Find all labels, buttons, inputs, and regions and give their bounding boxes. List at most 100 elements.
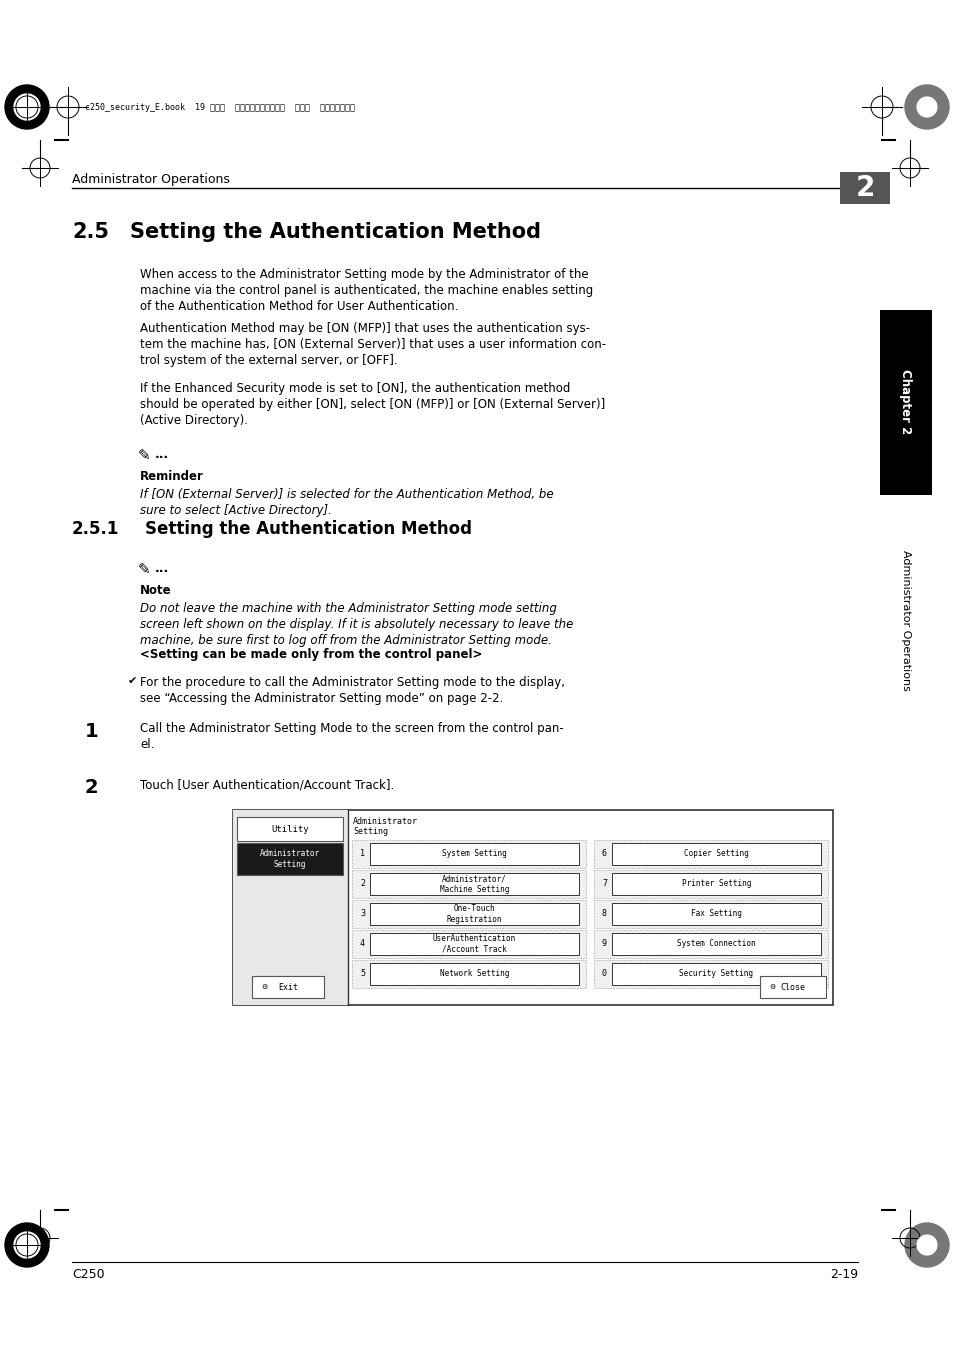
Text: 2.5: 2.5 bbox=[71, 221, 109, 242]
FancyBboxPatch shape bbox=[370, 842, 578, 865]
Text: Administrator/
Machine Setting: Administrator/ Machine Setting bbox=[439, 875, 509, 894]
FancyBboxPatch shape bbox=[233, 810, 832, 1004]
Text: Fax Setting: Fax Setting bbox=[690, 910, 741, 918]
Text: machine via the control panel is authenticated, the machine enables setting: machine via the control panel is authent… bbox=[140, 284, 593, 297]
FancyBboxPatch shape bbox=[352, 869, 585, 898]
Text: of the Authentication Method for User Authentication.: of the Authentication Method for User Au… bbox=[140, 300, 457, 313]
Text: Chapter 2: Chapter 2 bbox=[899, 370, 911, 435]
FancyBboxPatch shape bbox=[760, 976, 825, 998]
Text: Call the Administrator Setting Mode to the screen from the control pan-: Call the Administrator Setting Mode to t… bbox=[140, 722, 563, 734]
Text: 5: 5 bbox=[359, 969, 365, 979]
Text: Copier Setting: Copier Setting bbox=[683, 849, 748, 859]
Text: C250: C250 bbox=[71, 1268, 105, 1281]
FancyBboxPatch shape bbox=[352, 930, 585, 958]
FancyBboxPatch shape bbox=[352, 840, 585, 868]
Text: Administrator Operations: Administrator Operations bbox=[900, 549, 910, 690]
Text: 0: 0 bbox=[601, 969, 606, 979]
Text: When access to the Administrator Setting mode by the Administrator of the: When access to the Administrator Setting… bbox=[140, 269, 588, 281]
FancyBboxPatch shape bbox=[840, 171, 889, 204]
FancyBboxPatch shape bbox=[612, 963, 821, 986]
Text: <Setting can be made only from the control panel>: <Setting can be made only from the contr… bbox=[140, 648, 482, 662]
Text: Do not leave the machine with the Administrator Setting mode setting: Do not leave the machine with the Admini… bbox=[140, 602, 557, 616]
FancyBboxPatch shape bbox=[352, 960, 585, 988]
Circle shape bbox=[5, 1223, 49, 1268]
Text: c250_security_E.book  19 ページ  ２００７年４月１１日  水曜日  午前１１時２分: c250_security_E.book 19 ページ ２００７年４月１１日 水… bbox=[85, 103, 355, 112]
FancyBboxPatch shape bbox=[612, 903, 821, 925]
Text: 6: 6 bbox=[601, 849, 606, 859]
Text: Administrator Operations: Administrator Operations bbox=[71, 173, 230, 186]
Text: Touch [User Authentication/Account Track].: Touch [User Authentication/Account Track… bbox=[140, 778, 394, 791]
FancyBboxPatch shape bbox=[370, 873, 578, 895]
Circle shape bbox=[916, 97, 936, 117]
FancyBboxPatch shape bbox=[612, 842, 821, 865]
FancyBboxPatch shape bbox=[612, 873, 821, 895]
Text: Close: Close bbox=[780, 983, 804, 991]
Text: Network Setting: Network Setting bbox=[439, 969, 509, 979]
FancyBboxPatch shape bbox=[233, 810, 348, 1004]
Circle shape bbox=[904, 85, 948, 130]
Text: ⚙: ⚙ bbox=[261, 984, 267, 990]
Text: Setting: Setting bbox=[353, 828, 388, 836]
FancyBboxPatch shape bbox=[370, 903, 578, 925]
Circle shape bbox=[916, 1235, 936, 1256]
Text: tem the machine has, [ON (External Server)] that uses a user information con-: tem the machine has, [ON (External Serve… bbox=[140, 338, 605, 351]
Text: UserAuthentication
/Account Track: UserAuthentication /Account Track bbox=[433, 934, 516, 953]
Text: 1: 1 bbox=[359, 849, 365, 859]
Text: (Active Directory).: (Active Directory). bbox=[140, 414, 248, 427]
Text: 8: 8 bbox=[601, 910, 606, 918]
FancyBboxPatch shape bbox=[612, 933, 821, 954]
Text: ✎: ✎ bbox=[138, 448, 151, 463]
Text: ...: ... bbox=[154, 448, 169, 460]
Text: Administrator
Setting: Administrator Setting bbox=[259, 849, 319, 869]
FancyBboxPatch shape bbox=[594, 869, 827, 898]
Text: 7: 7 bbox=[601, 879, 606, 888]
FancyBboxPatch shape bbox=[594, 900, 827, 927]
Text: Security Setting: Security Setting bbox=[679, 969, 753, 979]
Text: 2-19: 2-19 bbox=[829, 1268, 857, 1281]
Text: 2.5.1: 2.5.1 bbox=[71, 520, 119, 539]
Text: For the procedure to call the Administrator Setting mode to the display,: For the procedure to call the Administra… bbox=[140, 676, 564, 688]
Text: sure to select [Active Directory].: sure to select [Active Directory]. bbox=[140, 504, 332, 517]
Text: If [ON (External Server)] is selected for the Authentication Method, be: If [ON (External Server)] is selected fo… bbox=[140, 487, 553, 501]
Text: Reminder: Reminder bbox=[140, 470, 204, 483]
FancyBboxPatch shape bbox=[370, 933, 578, 954]
Text: ⚙: ⚙ bbox=[768, 984, 775, 990]
FancyBboxPatch shape bbox=[370, 963, 578, 986]
Text: ✔: ✔ bbox=[128, 676, 137, 686]
Text: Authentication Method may be [ON (MFP)] that uses the authentication sys-: Authentication Method may be [ON (MFP)] … bbox=[140, 323, 590, 335]
Text: 9: 9 bbox=[601, 940, 606, 949]
Circle shape bbox=[14, 1233, 40, 1258]
Text: 4: 4 bbox=[359, 940, 365, 949]
Text: see “Accessing the Administrator Setting mode” on page 2-2.: see “Accessing the Administrator Setting… bbox=[140, 693, 503, 705]
Text: Setting the Authentication Method: Setting the Authentication Method bbox=[130, 221, 540, 242]
Text: machine, be sure first to log off from the Administrator Setting mode.: machine, be sure first to log off from t… bbox=[140, 634, 551, 647]
Text: trol system of the external server, or [OFF].: trol system of the external server, or [… bbox=[140, 354, 397, 367]
Text: 2: 2 bbox=[359, 879, 365, 888]
Text: System Setting: System Setting bbox=[441, 849, 506, 859]
Text: Administrator: Administrator bbox=[353, 817, 417, 826]
Text: Setting the Authentication Method: Setting the Authentication Method bbox=[145, 520, 472, 539]
Text: Note: Note bbox=[140, 585, 172, 597]
Circle shape bbox=[5, 85, 49, 130]
Text: ...: ... bbox=[154, 562, 169, 575]
FancyBboxPatch shape bbox=[594, 960, 827, 988]
Text: screen left shown on the display. If it is absolutely necessary to leave the: screen left shown on the display. If it … bbox=[140, 618, 573, 630]
Text: Printer Setting: Printer Setting bbox=[681, 879, 750, 888]
Circle shape bbox=[14, 95, 40, 120]
Text: 2: 2 bbox=[85, 778, 98, 796]
Circle shape bbox=[904, 1223, 948, 1268]
FancyBboxPatch shape bbox=[252, 976, 324, 998]
Text: Utility: Utility bbox=[271, 825, 309, 833]
FancyBboxPatch shape bbox=[594, 930, 827, 958]
Text: el.: el. bbox=[140, 738, 154, 751]
Text: 1: 1 bbox=[85, 722, 98, 741]
Text: 3: 3 bbox=[359, 910, 365, 918]
Text: 2: 2 bbox=[855, 174, 874, 202]
FancyBboxPatch shape bbox=[236, 842, 343, 875]
Text: Exit: Exit bbox=[277, 983, 297, 991]
Text: ✎: ✎ bbox=[138, 562, 151, 576]
FancyBboxPatch shape bbox=[879, 310, 931, 495]
Text: should be operated by either [ON], select [ON (MFP)] or [ON (External Server)]: should be operated by either [ON], selec… bbox=[140, 398, 604, 410]
FancyBboxPatch shape bbox=[352, 900, 585, 927]
Text: One-Touch
Registration: One-Touch Registration bbox=[446, 904, 501, 923]
